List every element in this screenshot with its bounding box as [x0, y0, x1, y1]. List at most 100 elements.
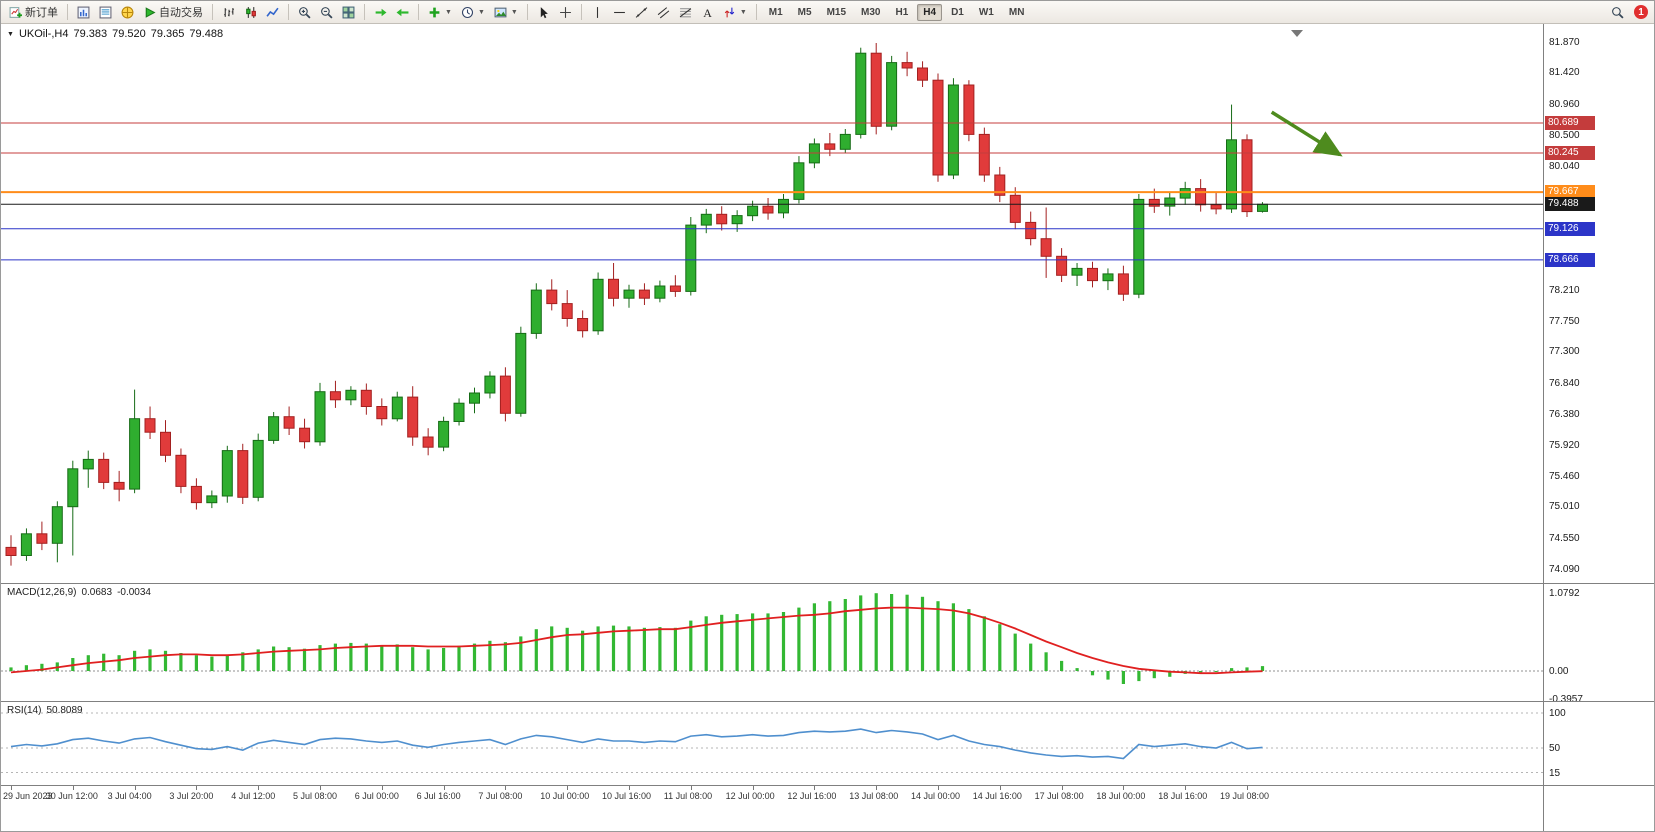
- auto-trading-button[interactable]: 自动交易: [139, 2, 207, 23]
- candle-up: [654, 285, 666, 299]
- macd-histogram-bar: [1199, 671, 1203, 673]
- price-badge-78.666: 78.666: [1545, 252, 1595, 267]
- templates-button[interactable]: ▼: [490, 2, 522, 23]
- time-axis-label: 12 Jul 16:00: [787, 791, 837, 801]
- ohlc-open: 79.383: [73, 28, 108, 40]
- chart-canvas[interactable]: ▼ UKOil-,H4 79.383 79.520 79.365 79.488: [1, 24, 1543, 583]
- text-icon: A: [703, 6, 712, 19]
- crosshair-button[interactable]: [555, 2, 576, 23]
- macd-histogram-bar: [256, 649, 260, 671]
- candle-down: [1040, 238, 1052, 257]
- templates-icon: [494, 7, 507, 17]
- zoom-out-button[interactable]: [316, 2, 337, 23]
- timeframe-h4-button[interactable]: H4: [917, 3, 943, 21]
- macd-histogram-bar: [828, 601, 832, 671]
- chart-shift-button[interactable]: [392, 2, 413, 23]
- macd-histogram-bar: [302, 648, 307, 671]
- horizontal-line-button[interactable]: [609, 2, 630, 23]
- candle-up: [886, 62, 898, 127]
- cursor-button[interactable]: [533, 2, 554, 23]
- timeframe-d1-button[interactable]: D1: [951, 6, 964, 18]
- line-chart-button[interactable]: [262, 2, 283, 23]
- candle-down: [932, 79, 944, 176]
- macd-histogram-bar: [272, 646, 276, 671]
- new-order-button[interactable]: 新订单: [5, 2, 62, 23]
- candlestick-button[interactable]: [240, 2, 261, 23]
- candle-down: [901, 62, 913, 69]
- time-tick: [567, 786, 569, 790]
- macd-histogram-bar: [163, 650, 168, 671]
- time-tick: [690, 786, 692, 790]
- macd-histogram-bar: [596, 626, 600, 671]
- trendline-button[interactable]: [631, 2, 652, 23]
- periods-button[interactable]: ▼: [457, 2, 489, 23]
- tile-windows-button[interactable]: [338, 2, 359, 23]
- macd-histogram-bar: [318, 645, 322, 671]
- timeframe-m15-button[interactable]: M15: [826, 6, 847, 18]
- candle-up: [515, 332, 527, 414]
- macd-histogram-bar: [998, 624, 1002, 671]
- navigator-button[interactable]: [117, 2, 138, 23]
- market-watch-button[interactable]: [73, 2, 94, 23]
- candle-down: [870, 52, 882, 127]
- arrows-button[interactable]: ▼: [719, 2, 751, 23]
- toolbar-separator: [364, 4, 365, 20]
- macd-histogram-bar: [781, 612, 786, 671]
- time-tick: [876, 786, 878, 790]
- macd-histogram-bar: [534, 629, 538, 671]
- macd-pane[interactable]: MACD(12,26,9) 0.0683 -0.0034: [1, 583, 1543, 701]
- timeframe-mn-button[interactable]: MN: [1008, 6, 1025, 18]
- rsi-pane[interactable]: RSI(14) 50.8089: [1, 701, 1543, 785]
- macd-histogram-bar: [519, 636, 523, 671]
- trendline-icon: [635, 6, 648, 18]
- auto-scroll-button[interactable]: [370, 2, 391, 23]
- search-button[interactable]: [1607, 2, 1628, 23]
- macd-histogram-bar: [658, 627, 662, 671]
- macd-histogram-bar: [1168, 671, 1172, 677]
- rsi-value: 50.8089: [46, 705, 83, 716]
- dropdown-caret-icon: ▼: [739, 8, 747, 16]
- timeframe-m30-button[interactable]: M30: [861, 6, 881, 18]
- ohlc-high: 79.520: [112, 28, 146, 40]
- data-window-button[interactable]: [95, 2, 116, 23]
- timeframe-h1-button[interactable]: H1: [895, 6, 909, 18]
- candle-up: [700, 213, 712, 226]
- collapse-icon[interactable]: ▼: [7, 30, 14, 38]
- candle-up: [747, 205, 759, 217]
- dropdown-caret-icon: ▼: [477, 8, 485, 16]
- text-button[interactable]: A: [697, 2, 718, 23]
- macd-histogram-bar: [766, 613, 770, 671]
- toolbar-separator: [580, 4, 582, 20]
- notification-badge[interactable]: 1: [1634, 5, 1648, 19]
- macd-histogram-bar: [611, 625, 616, 671]
- price-axis[interactable]: 81.87081.42080.96080.50080.04079.58079.1…: [1543, 24, 1654, 583]
- time-axis-label: 18 Jul 16:00: [1158, 791, 1208, 801]
- price-badge-80.245: 80.245: [1545, 146, 1595, 160]
- timeframe-w1-button[interactable]: W1: [978, 6, 994, 18]
- timeframe-m5-button[interactable]: M5: [797, 6, 812, 18]
- time-tick: [258, 786, 260, 790]
- candle-down: [36, 533, 48, 544]
- time-axis-label: 12 Jul 00:00: [725, 791, 775, 801]
- time-tick: [1185, 786, 1187, 790]
- macd-histogram-bar: [967, 609, 971, 671]
- chart-shift-marker[interactable]: [1291, 30, 1303, 37]
- vertical-line-button[interactable]: [587, 2, 608, 23]
- trend-arrow-annotation[interactable]: [1270, 110, 1343, 157]
- price-axis-label: 76.380: [1549, 408, 1580, 420]
- macd-histogram-bar: [210, 656, 214, 671]
- time-axis-label: 6 Jul 00:00: [354, 791, 399, 801]
- indicators-button[interactable]: ▼: [424, 2, 456, 23]
- time-axis[interactable]: 29 Jun 2023 30 Jun 12:00 3 Jul 04:00 3 Jul …: [1, 785, 1543, 831]
- zoom-in-button[interactable]: [294, 2, 315, 23]
- candle-down: [824, 143, 836, 150]
- channel-button[interactable]: [653, 2, 674, 23]
- macd-histogram-bar: [1013, 633, 1017, 671]
- time-axis-label: 4 Jul 12:00: [231, 791, 276, 801]
- macd-histogram-bar: [920, 596, 925, 671]
- timeframe-m1-button[interactable]: M1: [768, 6, 783, 18]
- candle-down: [1210, 204, 1222, 210]
- fibonacci-button[interactable]: [675, 2, 696, 23]
- bar-chart-button[interactable]: [218, 2, 239, 23]
- ohlc-close: 79.488: [189, 28, 224, 40]
